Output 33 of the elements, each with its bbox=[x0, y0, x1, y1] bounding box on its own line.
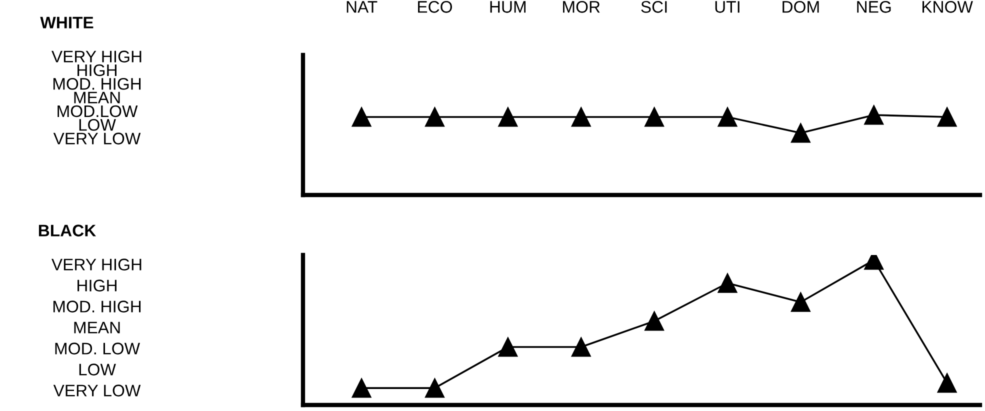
x-tick-label: UTI bbox=[715, 1, 740, 13]
x-tick-label: DOM bbox=[782, 1, 819, 13]
x-tick-label: NEG bbox=[857, 1, 891, 13]
point bbox=[644, 311, 664, 331]
x-tick-label: NAT bbox=[346, 1, 378, 13]
x-tick-label: KNOW bbox=[922, 1, 973, 13]
text: MOD. HIGH bbox=[53, 78, 141, 90]
text: LOW bbox=[79, 119, 116, 131]
point bbox=[352, 378, 372, 398]
point bbox=[790, 292, 810, 312]
point bbox=[571, 337, 591, 357]
text: VERY HIGH bbox=[52, 50, 142, 62]
point bbox=[937, 373, 957, 393]
text: VERY LOW bbox=[53, 132, 141, 144]
text: MOD. LOW bbox=[55, 342, 140, 354]
text: VERY HIGH bbox=[52, 258, 142, 270]
x-tick-label: SCI bbox=[641, 1, 667, 13]
x-tick-label: ECO bbox=[418, 1, 452, 13]
text: MOD.LOW bbox=[58, 105, 138, 118]
point bbox=[425, 378, 444, 398]
x-tick-label: MOR bbox=[563, 1, 600, 13]
text: HIGH bbox=[78, 64, 116, 76]
x-tick-label: HUM bbox=[490, 1, 526, 13]
y-axis-title: BLACK bbox=[38, 224, 96, 236]
point bbox=[498, 337, 518, 357]
y-axis-title: WHITE bbox=[40, 16, 94, 28]
text: MOD. HIGH bbox=[53, 300, 141, 312]
text: LOW bbox=[79, 364, 116, 376]
text: MEAN bbox=[74, 322, 120, 334]
text: VERY LOW bbox=[53, 384, 141, 396]
text: HIGH bbox=[78, 280, 116, 292]
point bbox=[718, 273, 738, 293]
text: MEAN bbox=[74, 92, 120, 104]
